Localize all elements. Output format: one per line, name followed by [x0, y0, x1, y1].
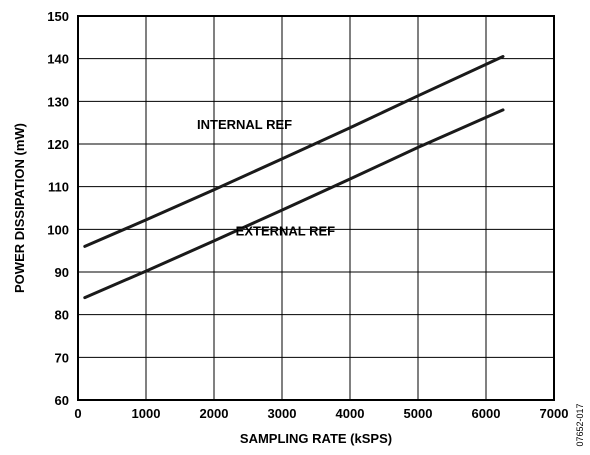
series-line: [83, 55, 505, 248]
y-tick-label: 120: [47, 137, 69, 152]
x-tick-label: 1000: [132, 406, 161, 421]
series-label: EXTERNAL REF: [236, 224, 335, 239]
y-tick-label: 110: [48, 180, 69, 195]
y-tick-label: 90: [55, 265, 69, 280]
y-tick-label: 130: [47, 94, 69, 109]
x-tick-label: 3000: [268, 406, 297, 421]
plot-frame: [77, 15, 555, 401]
y-tick-label: 140: [47, 52, 69, 67]
x-axis-label: SAMPLING RATE (kSPS): [240, 431, 392, 446]
series-label: INTERNAL REF: [197, 117, 292, 132]
y-tick-label: 60: [55, 393, 69, 408]
y-axis-label: POWER DISSIPATION (mW): [12, 123, 27, 293]
y-tick-label: 150: [47, 9, 69, 24]
y-tick-label: 100: [47, 222, 69, 237]
tick-labels: 0 1000 2000 3000 4000 5000 6000 7000 60 70 80 90 100…: [47, 9, 568, 421]
x-tick-label: 6000: [472, 406, 501, 421]
x-tick-label: 4000: [336, 406, 365, 421]
y-tick-label: 70: [55, 350, 69, 365]
y-tick-label: 80: [55, 308, 69, 323]
series-labels: INTERNAL REF EXTERNAL REF: [197, 117, 335, 239]
x-tick-label: 5000: [404, 406, 433, 421]
series-line: [83, 108, 505, 300]
grid: [78, 16, 554, 400]
series-group: [83, 55, 505, 300]
x-tick-label: 7000: [540, 406, 569, 421]
figure-id: 07652-017: [575, 403, 585, 446]
x-tick-label: 0: [74, 406, 81, 421]
x-tick-label: 2000: [200, 406, 229, 421]
